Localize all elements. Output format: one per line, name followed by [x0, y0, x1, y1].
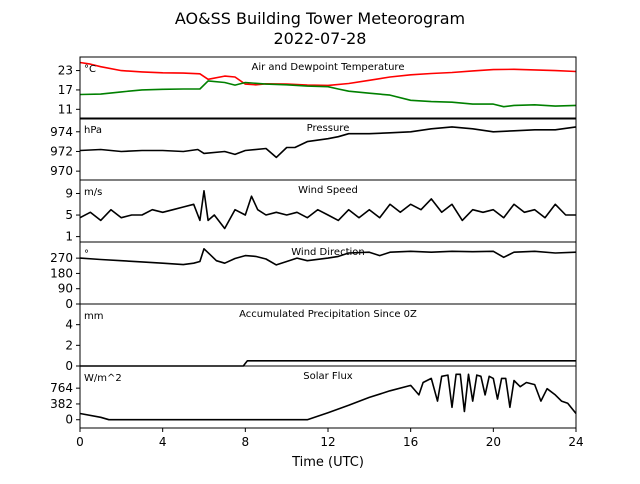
panel-1-ytick-label: 972 — [50, 144, 73, 158]
panel-0-series-1-line — [79, 80, 577, 108]
x-tick-label: 16 — [403, 435, 418, 449]
panel-1-ytick-label: 970 — [50, 164, 73, 178]
panel-4-unit-label: mm — [84, 311, 103, 322]
panel-3-ytick-label: 270 — [50, 251, 73, 265]
panel-5-ytick-label: 764 — [50, 381, 73, 395]
panel-4-title: Accumulated Precipitation Since 0Z — [239, 309, 417, 320]
panel-0-ytick-label: 23 — [58, 64, 73, 78]
panel-3-ytick-label: 180 — [50, 266, 73, 280]
panel-3-ytick-label: 90 — [58, 282, 73, 296]
panel-4-ytick-label: 4 — [65, 318, 73, 332]
panel-5-ytick-label: 382 — [50, 397, 73, 411]
panel-1-ytick-label: 974 — [50, 125, 73, 139]
panel-1-unit-label: hPa — [84, 125, 102, 136]
panel-5-unit-label: W/m^2 — [84, 373, 122, 384]
panel-2-series-0-line — [79, 190, 576, 230]
figure-title: AO&SS Building Tower Meteorogram — [175, 9, 465, 28]
x-tick-label: 20 — [486, 435, 501, 449]
panel-5: 0 382 764 W/m^2 Solar Flux — [50, 365, 577, 429]
panel-2-unit-label: m/s — [84, 187, 102, 198]
panel-4-ytick-label: 2 — [65, 338, 73, 352]
panel-0: 11 17 23 °C Air and Dewpoint Temperature — [58, 56, 577, 120]
x-axis: 0 4 8 12 16 20 24 — [76, 428, 584, 449]
figure-subtitle: 2022-07-28 — [274, 29, 367, 48]
x-tick-label: 0 — [76, 435, 84, 449]
panel-0-ytick-label: 17 — [58, 83, 73, 97]
panel-3-unit-label: ° — [84, 249, 89, 260]
panel-1: 970 972 974 hPa Pressure — [50, 117, 577, 181]
x-tick-label: 4 — [159, 435, 167, 449]
panel-0-ytick-label: 11 — [58, 102, 73, 116]
x-tick-label: 12 — [320, 435, 335, 449]
panel-2: 1 5 9 m/s Wind Speed — [65, 179, 577, 244]
panel-5-title: Solar Flux — [303, 371, 353, 382]
panel-3-series-0-line — [79, 248, 577, 266]
panel-1-series-0-line — [79, 126, 577, 159]
panel-2-ytick-label: 5 — [65, 208, 73, 222]
panel-0-frame — [79, 56, 577, 120]
panel-3-title: Wind Direction — [291, 247, 365, 258]
panel-2-ytick-label: 9 — [65, 186, 73, 200]
panel-2-ytick-label: 1 — [65, 230, 73, 244]
panel-0-unit-label: °C — [84, 64, 96, 75]
panel-4-series-0-line — [80, 359, 576, 367]
x-tick-label: 24 — [568, 435, 583, 449]
panel-1-title: Pressure — [307, 123, 350, 134]
panel-5-ytick-label: 0 — [65, 413, 73, 427]
panel-4-ytick-label: 0 — [65, 359, 73, 373]
panel-3-ytick-label: 0 — [65, 297, 73, 311]
x-axis-label: Time (UTC) — [291, 455, 364, 470]
panel-5-series-0-line — [79, 373, 577, 421]
panel-0-title: Air and Dewpoint Temperature — [252, 62, 405, 73]
panel-2-title: Wind Speed — [298, 185, 358, 196]
x-tick-label: 8 — [242, 435, 250, 449]
panel-4: 0 2 4 mm Accumulated Precipitation Since 0Z — [65, 303, 577, 373]
